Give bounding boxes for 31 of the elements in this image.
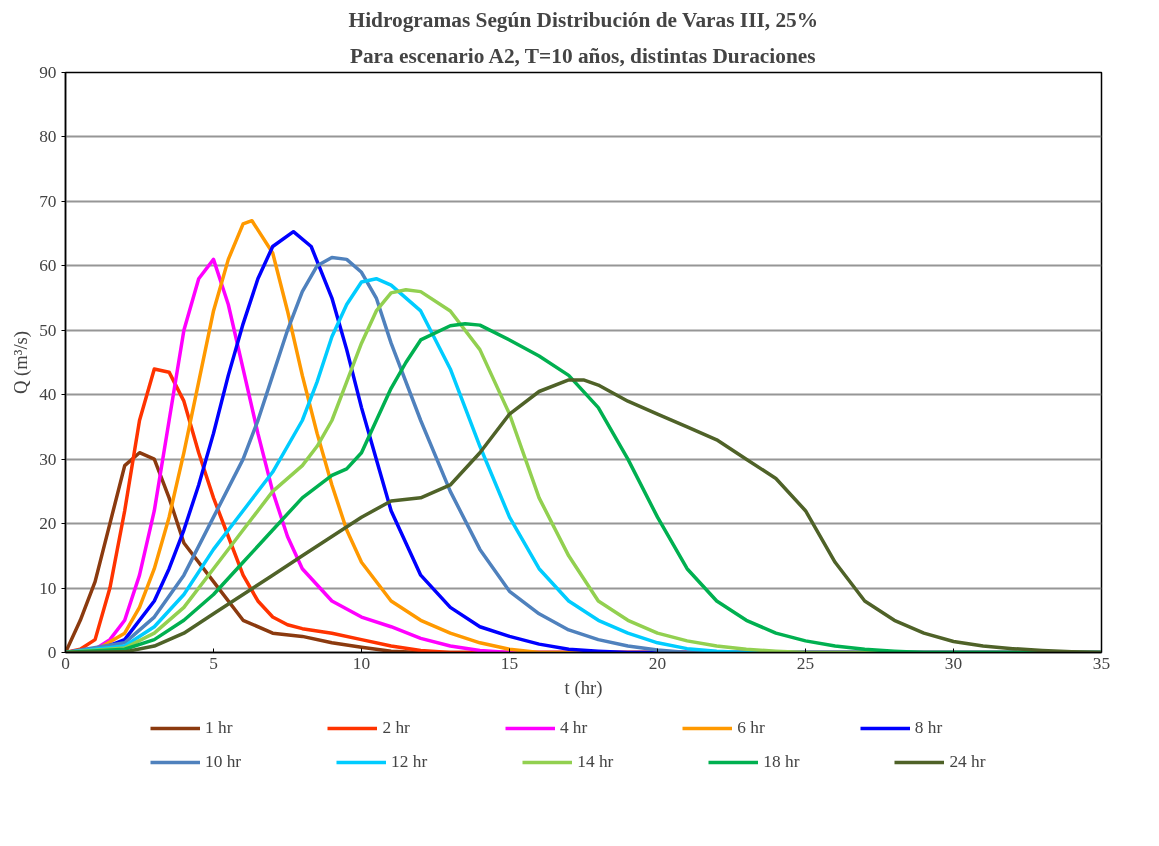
legend-label: 12 hr — [391, 752, 428, 772]
y-tick-label: 40 — [39, 385, 57, 405]
y-axis-title: Q (m³/s) — [10, 330, 33, 395]
chart-title: Hidrogramas Según Distribución de Varas III, 25% — [348, 7, 819, 32]
x-tick-label: 20 — [648, 653, 667, 673]
legend-label: 2 hr — [382, 718, 410, 738]
legend-label: 8 hr — [914, 718, 943, 738]
legend-label: 14 hr — [577, 752, 614, 772]
chart-subtitle: Para escenario A2, T=10 años, distintas Duraciones — [349, 43, 816, 68]
legend-label: 6 hr — [737, 718, 765, 738]
legend-label: 1 hr — [205, 718, 233, 738]
y-tick-label: 70 — [39, 191, 57, 211]
y-tick-label: 20 — [39, 514, 57, 534]
legend-label: 24 hr — [949, 752, 986, 772]
x-tick-label: 25 — [796, 653, 815, 673]
y-tick-label: 50 — [39, 320, 57, 340]
y-tick-label: 30 — [39, 449, 57, 469]
y-tick-label: 80 — [39, 127, 57, 147]
x-tick-label: 30 — [944, 653, 963, 673]
x-tick-label: 10 — [352, 653, 371, 673]
x-tick-label: 5 — [209, 653, 218, 673]
legend-label: 18 hr — [763, 752, 800, 772]
legend-label: 10 hr — [205, 752, 242, 772]
legend-label: 4 hr — [559, 718, 588, 738]
x-axis-title: t (hr) — [564, 676, 603, 699]
y-tick-label: 10 — [39, 578, 57, 598]
x-tick-label: 15 — [500, 653, 519, 673]
y-tick-label: 60 — [39, 256, 57, 276]
y-tick-label: 90 — [39, 63, 57, 82]
x-tick-label: 0 — [61, 653, 70, 673]
x-tick-label: 35 — [1092, 653, 1111, 673]
